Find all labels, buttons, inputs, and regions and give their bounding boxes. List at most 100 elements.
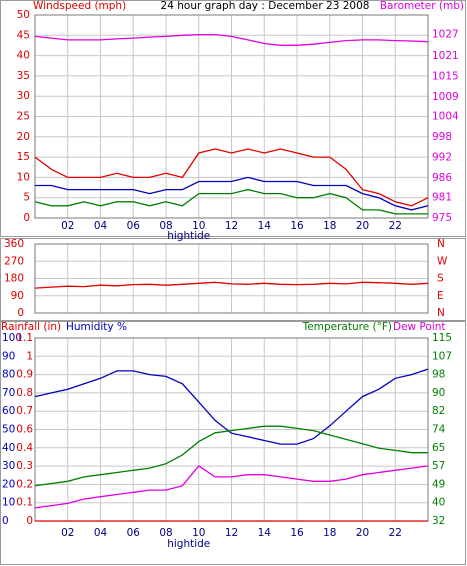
y-tick-label: 25 <box>17 111 30 123</box>
y-tick-label: 20 <box>17 131 30 143</box>
ylabel: Windspeed (mph) <box>33 0 126 12</box>
y3-tick-label: 1 <box>26 350 33 362</box>
x-tick-label: 10 <box>192 220 205 232</box>
y3-tick-label: 0.3 <box>16 460 33 472</box>
y2-tick-label: 1004 <box>432 111 459 123</box>
y2-tick-label: 115 <box>432 332 452 344</box>
y2-tick-label: 40 <box>432 497 445 509</box>
x-tick-label: 04 <box>94 220 108 232</box>
y-tick-label: 40 <box>17 50 30 62</box>
y-tick-label: 5 <box>23 192 30 204</box>
y-tick-label: 60 <box>2 405 15 417</box>
x-tick-label: 12 <box>225 527 238 539</box>
y2-tick-label: 65 <box>432 442 445 454</box>
x-tick-label: 02 <box>61 527 74 539</box>
x-tick-label: 02 <box>61 220 74 232</box>
x-tick-label: 10 <box>192 527 205 539</box>
y2-tick-label: W <box>437 255 448 267</box>
title: 24 hour graph day : December 23 2008 <box>161 0 370 12</box>
x-tick-label: 18 <box>323 220 336 232</box>
x-tick-label: 14 <box>258 220 272 232</box>
series-line <box>34 368 429 445</box>
y-tick-label: 0 <box>2 515 9 527</box>
y3-tick-label: 0.4 <box>16 442 33 454</box>
y-tick-label: 35 <box>17 70 30 82</box>
series-line <box>35 176 429 211</box>
x-tick-label: 08 <box>159 527 172 539</box>
y-tick-label: 90 <box>11 290 24 302</box>
annotation: hightide <box>167 538 210 550</box>
series-line <box>34 148 429 207</box>
y-tick-label: 30 <box>17 90 30 102</box>
y3-tick-label: 0.2 <box>16 478 33 490</box>
y3-tick-label: 0.6 <box>16 424 33 436</box>
legend-label: Rainfall (in) <box>1 321 61 333</box>
x-tick-label: 04 <box>94 527 108 539</box>
annotation: hightide <box>167 230 210 242</box>
x-tick-label: 20 <box>356 220 369 232</box>
panel-border <box>0 238 466 321</box>
x-tick-label: 16 <box>290 527 304 539</box>
x-tick-label: 18 <box>323 527 336 539</box>
y3-tick-label: 0.1 <box>16 497 33 509</box>
panel-border <box>0 0 466 237</box>
y-tick-label: 10 <box>17 171 30 183</box>
x-tick-label: 20 <box>356 527 369 539</box>
y2-tick-label: 49 <box>432 478 445 490</box>
y-tick-label: 80 <box>2 369 15 381</box>
y-tick-label: 10 <box>2 497 15 509</box>
y-tick-label: 20 <box>2 478 15 490</box>
y2-tick-label: 986 <box>432 172 452 184</box>
y-tick-label: 15 <box>17 151 30 163</box>
y-tick-label: 70 <box>2 387 15 399</box>
x-tick-label: 12 <box>225 220 238 232</box>
y2-tick-label: 975 <box>432 212 452 224</box>
plot-frame <box>34 243 429 314</box>
panel-border <box>0 321 466 565</box>
series-line <box>34 33 429 46</box>
y2-tick-label: 107 <box>432 350 452 362</box>
y-tick-label: 30 <box>2 460 15 472</box>
y2-tick-label: 32 <box>432 515 445 527</box>
y-tick-label: 40 <box>2 442 15 454</box>
y-tick-label: 90 <box>2 350 15 362</box>
series-line <box>34 425 428 487</box>
series-line <box>34 281 429 289</box>
x-tick-label: 22 <box>389 220 402 232</box>
y2-tick-label: 1021 <box>432 50 459 62</box>
y2-tick-label: 992 <box>432 151 452 163</box>
x-tick-label: 06 <box>127 527 141 539</box>
series-line <box>34 188 428 215</box>
y2-tick-label: 90 <box>432 387 445 399</box>
y-tick-label: 270 <box>4 255 24 267</box>
y2label: Barometer (mb) <box>380 0 464 12</box>
y2-tick-label: 1009 <box>432 91 459 103</box>
y2-tick-label: N <box>437 307 445 319</box>
x-tick-label: 08 <box>159 220 172 232</box>
y2-tick-label: E <box>437 290 444 302</box>
x-tick-label: 16 <box>290 220 304 232</box>
y-tick-label: 0 <box>23 212 30 224</box>
y-tick-label: 360 <box>4 238 24 250</box>
y3-tick-label: 1.1 <box>16 332 33 344</box>
y2-tick-label: 57 <box>432 460 445 472</box>
y2-tick-label: 74 <box>432 424 446 436</box>
series-line <box>34 465 429 509</box>
y-tick-label: 45 <box>17 29 30 41</box>
x-tick-label: 22 <box>389 527 402 539</box>
y2-tick-label: 1027 <box>432 29 459 41</box>
y3-tick-label: 0.8 <box>16 387 33 399</box>
y2-tick-label: 98 <box>432 369 445 381</box>
y2-tick-label: 981 <box>432 192 452 204</box>
x-tick-label: 06 <box>127 220 141 232</box>
y2-tick-label: 82 <box>432 405 445 417</box>
y2-tick-label: S <box>437 273 444 285</box>
y-tick-label: 50 <box>2 424 15 436</box>
y-tick-label: 50 <box>17 9 30 21</box>
y-tick-label: 0 <box>17 307 24 319</box>
y3-tick-label: 0 <box>26 515 33 527</box>
y3-tick-label: 0.9 <box>16 369 33 381</box>
plot-frame <box>34 14 429 219</box>
